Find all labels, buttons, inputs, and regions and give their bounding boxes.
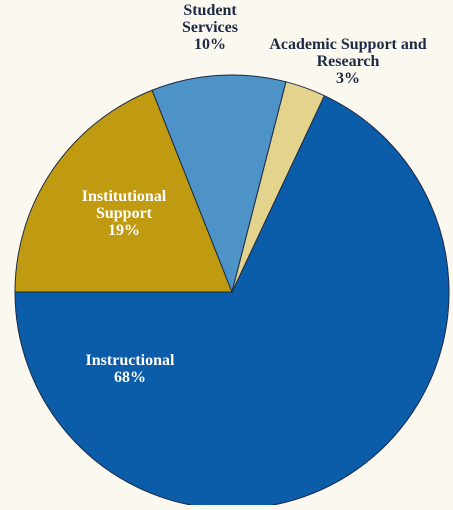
slice-label: Student Services 10% [165, 2, 255, 53]
category-label: Institutional Support [81, 188, 167, 222]
category-label: Academic Support and Research [269, 36, 427, 70]
label-box: Instructional 68% [55, 352, 205, 386]
value-label: 68% [114, 369, 146, 386]
value-label: 10% [194, 36, 226, 53]
value-label: 3% [336, 70, 360, 87]
pie-slice [231, 81, 326, 293]
label-box: Student Services 10% [165, 2, 255, 53]
pie-slice [14, 94, 450, 510]
slice-label: Instructional 68% [55, 352, 205, 386]
category-label: Student Services [182, 2, 238, 36]
slice-label: Institutional Support 19% [59, 188, 189, 239]
slices [14, 74, 450, 510]
category-label: Instructional [85, 352, 175, 369]
label-box: Academic Support and Research 3% [268, 36, 428, 87]
label-box: Institutional Support 19% [59, 188, 189, 239]
pie-slice [151, 74, 287, 294]
value-label: 19% [108, 222, 140, 239]
pie-slice [14, 89, 233, 293]
slice-label: Academic Support and Research 3% [268, 36, 428, 87]
